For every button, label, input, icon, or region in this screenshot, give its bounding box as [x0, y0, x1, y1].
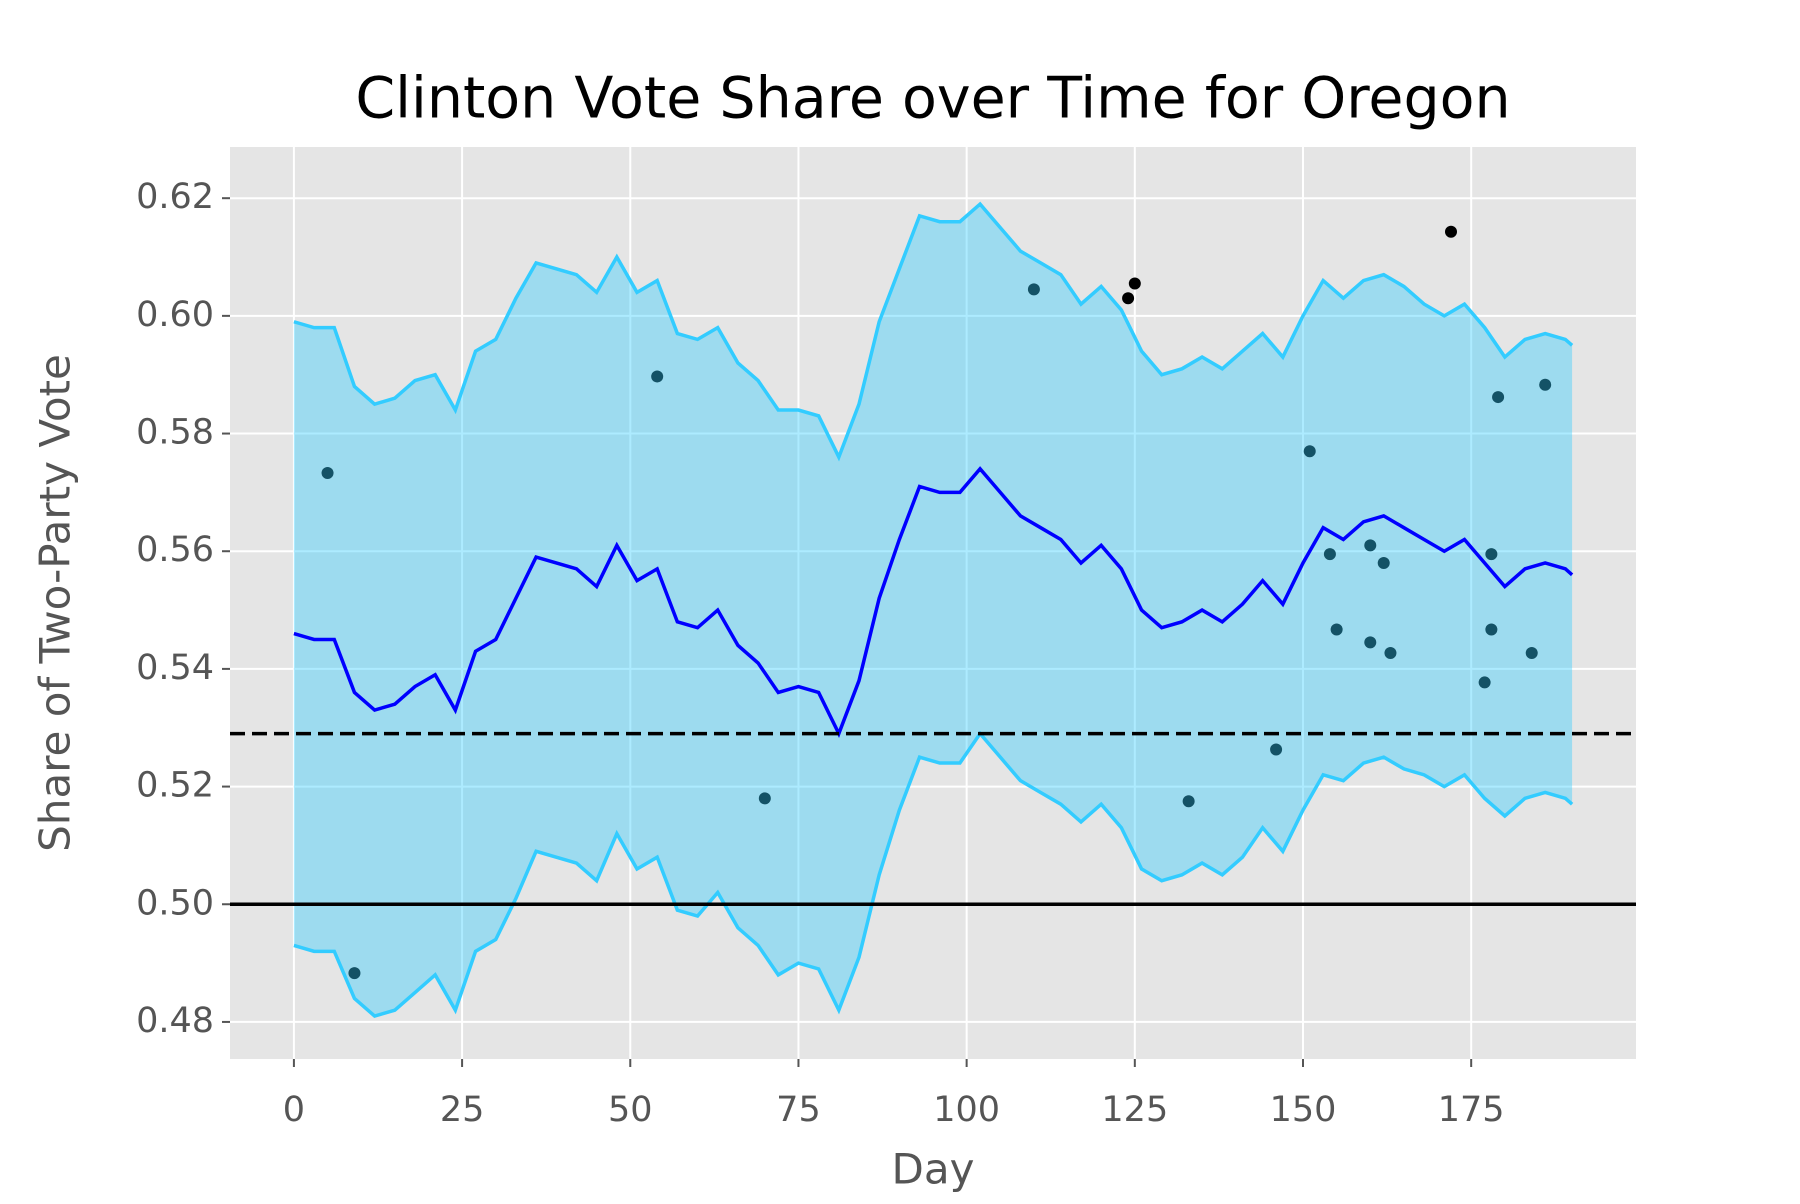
x-tick-label: 25: [440, 1090, 485, 1130]
y-tick-label: 0.60: [136, 295, 214, 335]
x-tick-label: 0: [283, 1090, 305, 1130]
confidence-band: [293, 204, 1573, 1017]
poll-point: [1492, 391, 1505, 404]
poll-point: [1270, 743, 1283, 756]
poll-point: [1485, 548, 1498, 561]
x-tick-label: 125: [1101, 1090, 1168, 1130]
y-tick-label: 0.58: [136, 413, 214, 453]
chart-title: Clinton Vote Share over Time for Oregon: [355, 66, 1510, 132]
poll-point: [758, 792, 771, 805]
poll-point: [651, 370, 664, 383]
poll-point: [1539, 378, 1552, 391]
x-tick-label: 175: [1438, 1090, 1505, 1130]
poll-point: [1122, 292, 1135, 305]
poll-point: [1323, 548, 1336, 561]
y-axis-label: Share of Two-Party Vote: [31, 354, 80, 852]
x-tick-label: 150: [1270, 1090, 1337, 1130]
x-axis-label: Day: [892, 1145, 975, 1194]
y-tick-label: 0.50: [136, 883, 214, 923]
poll-point: [321, 466, 334, 479]
poll-point: [1445, 225, 1457, 238]
poll-point: [1330, 623, 1343, 636]
poll-point: [1182, 795, 1195, 808]
x-tick-label: 75: [776, 1090, 821, 1130]
x-tick-label: 50: [608, 1090, 653, 1130]
y-tick-label: 0.54: [136, 648, 214, 688]
lower-line: [293, 730, 1574, 1018]
y-tick-label: 0.52: [136, 766, 214, 806]
marks: [230, 201, 1636, 1018]
upper-line: [293, 201, 1574, 462]
labels: 0 25 50 75 100 125 150 175 0.48 0.50 0.52 0.54 0.56 0…: [136, 177, 1505, 1130]
x-tick-label: 100: [933, 1090, 1000, 1130]
y-tick-label: 0.56: [136, 530, 214, 570]
y-tick-label: 0.48: [136, 1001, 214, 1041]
poll-point: [1303, 445, 1316, 458]
poll-point: [1478, 676, 1491, 689]
poll-point: [1525, 647, 1538, 660]
poll-point: [1485, 623, 1498, 636]
poll-point: [348, 967, 361, 980]
poll-point: [1377, 556, 1390, 569]
poll-point: [1364, 539, 1377, 552]
poll-point: [1384, 647, 1397, 660]
y-tick-label: 0.62: [136, 177, 214, 217]
poll-point: [1027, 283, 1040, 296]
poll-point: [1364, 636, 1377, 649]
poll-point: [1128, 277, 1141, 290]
mean-line: [293, 466, 1574, 739]
plot-background: [230, 147, 1636, 1059]
